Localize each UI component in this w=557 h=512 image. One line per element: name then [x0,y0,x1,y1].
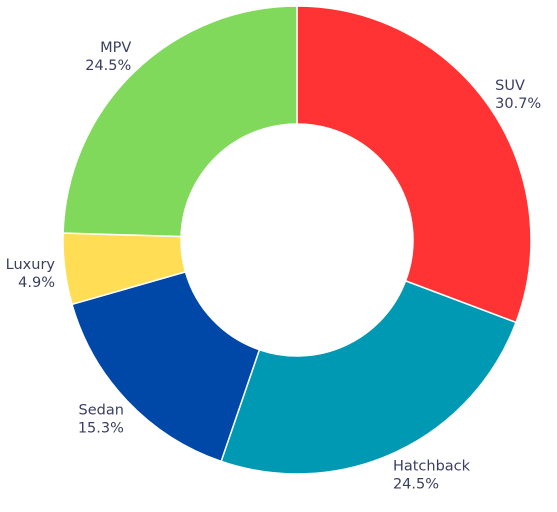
slice-sedan[interactable] [71,270,261,463]
slice-label-mpv: MPV 24.5% [85,40,131,74]
slice-label-hatchback: Hatchback 24.5% [393,458,471,492]
slice-label-sedan: Sedan 15.3% [78,403,124,437]
slice-label-name: Luxury [6,257,56,273]
slice-mpv[interactable] [62,5,298,238]
slice-label-value: 4.9% [18,275,55,291]
slice-label-name: MPV [100,40,131,56]
slice-label-name: SUV [495,78,525,94]
slice-label-suv: SUV 30.7% [495,78,541,112]
labels-layer: SUV 30.7% Hatchback 24.5% Sedan 15.3% Luxury 4.… [6,40,542,493]
slice-label-value: 30.7% [495,96,541,112]
slice-suv[interactable] [296,5,532,324]
slice-hatchback[interactable] [220,279,517,475]
slice-label-value: 24.5% [85,58,131,74]
slices-layer [62,5,532,475]
slice-label-value: 15.3% [78,421,124,437]
slice-label-value: 24.5% [393,476,439,492]
slice-label-luxury: Luxury 4.9% [6,257,56,291]
slice-label-name: Hatchback [393,458,471,474]
slice-label-name: Sedan [78,403,123,419]
